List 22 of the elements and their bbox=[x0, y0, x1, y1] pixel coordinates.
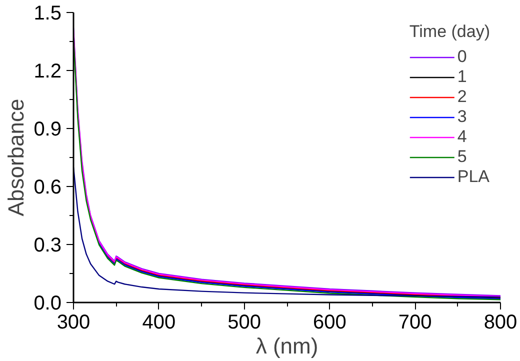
legend-label: 2 bbox=[457, 87, 468, 107]
x-tick-label: 500 bbox=[228, 312, 261, 334]
y-tick-label: 1.2 bbox=[34, 60, 62, 82]
x-tick-label: 400 bbox=[142, 312, 176, 334]
y-tick-label: 0.3 bbox=[34, 234, 62, 256]
x-tick-label: 800 bbox=[484, 312, 518, 334]
legend-label: 4 bbox=[457, 127, 468, 147]
legend-label: 0 bbox=[457, 47, 468, 67]
x-tick-label: 700 bbox=[398, 312, 432, 334]
y-tick-label: 0.0 bbox=[34, 292, 62, 314]
legend-label: 5 bbox=[457, 147, 468, 167]
legend-title: Time (day) bbox=[409, 22, 490, 42]
legend-label: 1 bbox=[457, 67, 468, 87]
x-tick-label: 300 bbox=[56, 312, 90, 334]
legend-label: 3 bbox=[457, 107, 468, 127]
x-tick-label: 600 bbox=[313, 312, 346, 334]
y-tick-label: 0.6 bbox=[34, 176, 62, 198]
legend-label: PLA bbox=[457, 167, 490, 187]
x-axis-title: λ (nm) bbox=[256, 334, 318, 358]
y-tick-label: 0.9 bbox=[34, 118, 62, 140]
y-axis-title: Absorbance bbox=[4, 98, 29, 216]
y-tick-label: 1.5 bbox=[34, 2, 62, 24]
